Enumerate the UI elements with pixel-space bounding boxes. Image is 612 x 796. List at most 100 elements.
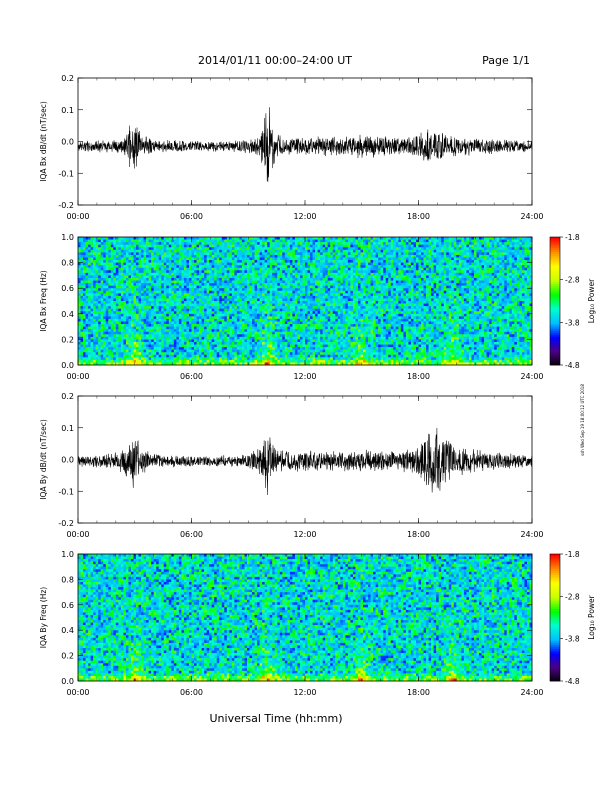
spectrogram-cell xyxy=(171,288,174,291)
spectrogram-cell xyxy=(86,306,89,309)
spectrogram-cell xyxy=(207,321,210,324)
spectrogram-cell xyxy=(229,247,232,250)
spectrogram-cell xyxy=(262,311,265,314)
spectrogram-cell xyxy=(295,265,298,268)
spectrogram-cell xyxy=(212,319,215,322)
spectrogram-cell xyxy=(136,355,139,358)
spectrogram-cell xyxy=(209,304,212,307)
spectrogram-cell xyxy=(315,355,318,358)
spectrogram-cell xyxy=(169,329,172,332)
spectrogram-cell xyxy=(219,352,222,355)
spectrogram-cell xyxy=(250,263,253,266)
spectrogram-cell xyxy=(194,247,197,250)
spectrogram-cell xyxy=(265,327,268,330)
spectrogram-cell xyxy=(123,270,126,273)
spectrogram-cell xyxy=(81,350,84,353)
spectrogram-cell xyxy=(247,329,250,332)
spectrogram-cell xyxy=(280,347,283,350)
spectrogram-cell xyxy=(262,298,265,301)
spectrogram-cell xyxy=(310,309,313,312)
spectrogram-cell xyxy=(295,357,298,360)
spectrogram-cell xyxy=(96,314,99,317)
spectrogram-cell xyxy=(81,281,84,284)
spectrogram-cell xyxy=(204,283,207,286)
spectrogram-cell xyxy=(237,288,240,291)
spectrogram-cell xyxy=(141,281,144,284)
spectrogram-cell xyxy=(88,260,91,263)
spectrogram-cell xyxy=(222,242,225,245)
spectrogram-cell xyxy=(131,286,134,289)
spectrogram-cell xyxy=(285,255,288,258)
spectrogram-cell xyxy=(86,355,89,358)
spectrogram-cell xyxy=(202,357,205,360)
spectrogram-cell xyxy=(234,252,237,255)
spectrogram-cell xyxy=(86,314,89,317)
spectrogram-cell xyxy=(280,275,283,278)
spectrogram-cell xyxy=(81,283,84,286)
spectrogram-cell xyxy=(270,288,273,291)
spectrogram-cell xyxy=(252,347,255,350)
spectrogram-cell xyxy=(156,281,159,284)
spectrogram-cell xyxy=(247,286,250,289)
x-tick-label: 24:00 xyxy=(520,212,543,221)
spectrogram-cell xyxy=(287,347,290,350)
spectrogram-cell xyxy=(159,281,162,284)
spectrogram-cell xyxy=(123,237,126,240)
spectrogram-cell xyxy=(222,273,225,276)
spectrogram-cell xyxy=(232,268,235,271)
spectrogram-cell xyxy=(176,301,179,304)
spectrogram-cell xyxy=(111,275,114,278)
spectrogram-cell xyxy=(295,270,298,273)
spectrogram-cell xyxy=(181,260,184,263)
spectrogram-cell xyxy=(149,329,152,332)
spectrogram-cell xyxy=(136,324,139,327)
spectrogram-cell xyxy=(136,273,139,276)
spectrogram-cell xyxy=(146,332,149,335)
spectrogram-cell xyxy=(133,350,136,353)
spectrogram-cell xyxy=(308,260,311,263)
spectrogram-cell xyxy=(318,273,321,276)
spectrogram-cell xyxy=(118,314,121,317)
spectrogram-cell xyxy=(222,332,225,335)
spectrogram-cell xyxy=(186,329,189,332)
spectrogram-cell xyxy=(113,306,116,309)
spectrogram-cell xyxy=(161,260,164,263)
spectrogram-cell xyxy=(219,334,222,337)
spectrogram-cell xyxy=(159,324,162,327)
spectrogram-cell xyxy=(262,350,265,353)
spectrogram-cell xyxy=(151,334,154,337)
spectrogram-cell xyxy=(222,334,225,337)
spectrogram-cell xyxy=(159,260,162,263)
spectrogram-cell xyxy=(277,347,280,350)
spectrogram-cell xyxy=(88,332,91,335)
spectrogram-cell xyxy=(161,270,164,273)
spectrogram-cell xyxy=(277,357,280,360)
spectrogram-cell xyxy=(209,357,212,360)
spectrogram-cell xyxy=(139,252,142,255)
spectrogram-cell xyxy=(192,270,195,273)
spectrogram-cell xyxy=(305,314,308,317)
spectrogram-cell xyxy=(252,250,255,253)
spectrogram-cell xyxy=(108,337,111,340)
spectrogram-cell xyxy=(302,327,305,330)
spectrogram-cell xyxy=(318,252,321,255)
spectrogram-cell xyxy=(204,309,207,312)
spectrogram-cell xyxy=(282,260,285,263)
spectrogram-cell xyxy=(133,329,136,332)
spectrogram-cell xyxy=(86,265,89,268)
spectrogram-cell xyxy=(292,245,295,248)
spectrogram-cell xyxy=(222,250,225,253)
spectrogram-cell xyxy=(297,339,300,342)
spectrogram-cell xyxy=(257,316,260,319)
spectrogram-cell xyxy=(174,301,177,304)
spectrogram-cell xyxy=(285,245,288,248)
spectrogram-cell xyxy=(181,352,184,355)
spectrogram-cell xyxy=(202,273,205,276)
spectrogram-cell xyxy=(212,270,215,273)
spectrogram-cell xyxy=(101,319,104,322)
spectrogram-cell xyxy=(144,240,147,243)
spectrogram-cell xyxy=(78,355,81,358)
spectrogram-cell xyxy=(169,270,172,273)
spectrogram-cell xyxy=(247,263,250,266)
spectrogram-cell xyxy=(171,270,174,273)
